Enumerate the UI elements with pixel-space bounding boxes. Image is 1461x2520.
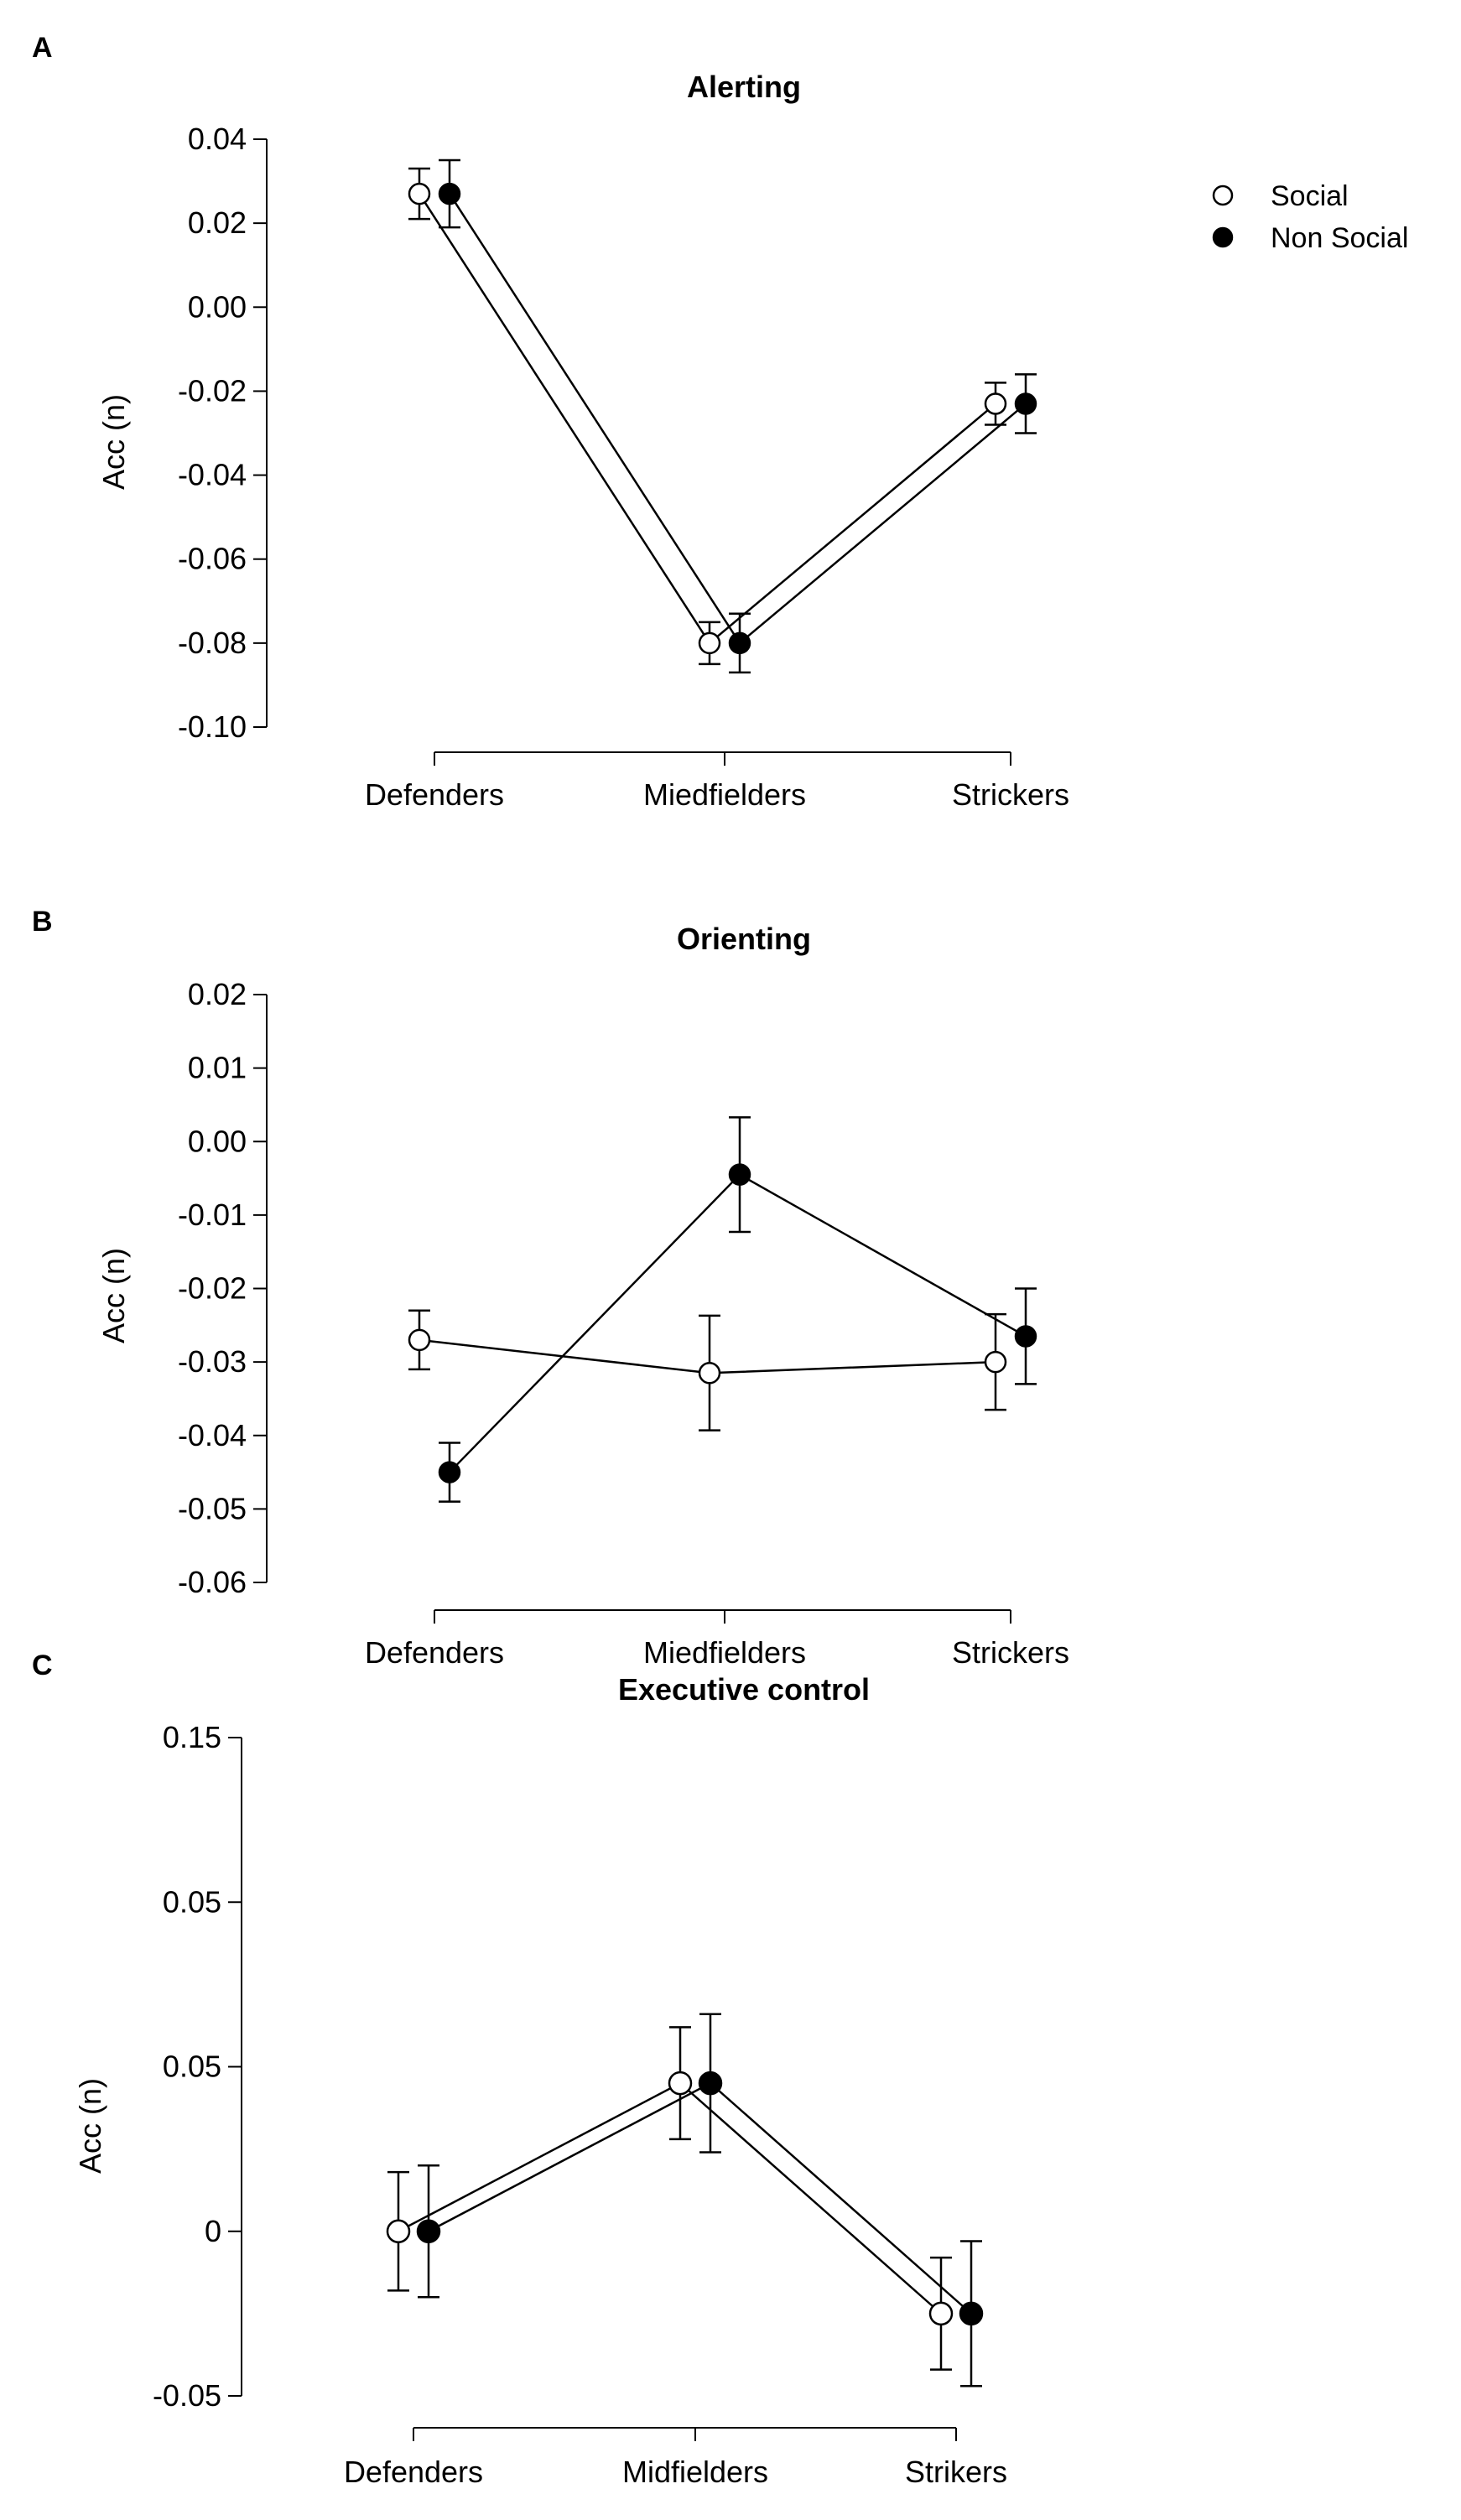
x-tick-label: Strickers — [952, 1635, 1069, 1670]
y-tick-label: 0.04 — [188, 122, 247, 156]
data-point-social — [408, 1328, 431, 1352]
data-point-non-social — [728, 1163, 751, 1186]
y-axis-label: Acc (n) — [96, 394, 131, 490]
data-point-non-social — [416, 2219, 441, 2243]
y-tick-label: 0.15 — [163, 1720, 221, 1754]
y-tick-label: -0.03 — [178, 1344, 247, 1379]
data-point-social — [408, 182, 431, 205]
panel-letter-b: B — [32, 906, 53, 938]
y-tick-label: 0.05 — [163, 1884, 221, 1919]
y-tick-label: -0.05 — [153, 2378, 221, 2413]
data-point-social — [668, 2071, 693, 2096]
y-axis-label: Acc (n) — [73, 2078, 107, 2174]
data-point-non-social — [959, 2301, 984, 2326]
panel-b: B Orienting Acc (n) 0.02 0.01 0.00 -0.01 -0.… — [32, 906, 1069, 1670]
legend: Social Non Social — [1212, 180, 1408, 254]
x-tick-label: Defenders — [365, 1635, 504, 1670]
x-tick-label: Midfielders — [622, 2455, 768, 2489]
y-tick-label: -0.08 — [178, 626, 247, 660]
x-tick-label: Defenders — [365, 777, 504, 812]
panel-a: A Alerting Acc (n) 0.04 0.02 0.00 -0.02 -0.0… — [32, 32, 1069, 812]
series-line-non-social — [449, 1173, 1027, 1473]
series-line-non-social — [448, 193, 1027, 645]
data-point-social — [984, 392, 1007, 415]
data-point-non-social — [438, 1461, 461, 1483]
panel-letter-a: A — [32, 32, 53, 64]
series-line-social — [398, 2081, 942, 2315]
data-point-non-social — [438, 182, 461, 205]
chart-title-orienting: Orienting — [677, 922, 811, 956]
y-tick-label: 0 — [205, 2214, 221, 2248]
series-line-non-social — [428, 2081, 972, 2315]
data-point-social — [386, 2219, 411, 2243]
y-tick-label: -0.02 — [178, 373, 247, 408]
panel-letter-c: C — [32, 1650, 53, 1681]
y-tick-label: -0.02 — [178, 1271, 247, 1306]
legend-label-social: Social — [1271, 180, 1349, 212]
x-tick-label: Miedfielders — [643, 1635, 806, 1670]
data-point-non-social — [698, 2071, 723, 2096]
y-tick-label: -0.04 — [178, 458, 247, 492]
y-tick-label: 0.01 — [188, 1051, 247, 1085]
data-point-social — [928, 2301, 954, 2326]
x-tick-label: Strickers — [952, 777, 1069, 812]
y-tick-label: -0.04 — [178, 1418, 247, 1452]
data-point-non-social — [1014, 1325, 1037, 1348]
y-tick-label: 0.05 — [163, 2050, 221, 2084]
legend-marker-non-social — [1212, 226, 1234, 248]
y-tick-label: 0.00 — [188, 289, 247, 324]
y-tick-label: -0.06 — [178, 1565, 247, 1599]
data-point-social — [698, 631, 721, 655]
y-tick-label: -0.05 — [178, 1491, 247, 1525]
y-tick-label: 0.02 — [188, 205, 247, 240]
y-tick-label: -0.06 — [178, 542, 247, 576]
data-point-non-social — [728, 631, 751, 655]
data-point-social — [698, 1362, 721, 1385]
y-tick-label: -0.01 — [178, 1198, 247, 1232]
x-tick-label: Defenders — [344, 2455, 483, 2489]
legend-label-non-social: Non Social — [1271, 222, 1408, 254]
series-line-social — [418, 193, 996, 645]
data-point-social — [984, 1350, 1007, 1374]
y-tick-label: 0.00 — [188, 1124, 247, 1158]
legend-marker-social — [1212, 184, 1234, 206]
y-axis-label: Acc (n) — [96, 1248, 131, 1343]
y-tick-label: -0.10 — [178, 709, 247, 744]
x-tick-label: Strikers — [905, 2455, 1007, 2489]
data-point-non-social — [1014, 392, 1037, 415]
chart-title-executive-control: Executive control — [618, 1672, 870, 1707]
x-tick-label: Miedfielders — [643, 777, 806, 812]
panel-c: C Executive control Acc (n) 0.15 0.05 0.05… — [32, 1650, 1007, 2489]
chart-title-alerting: Alerting — [687, 70, 801, 104]
y-tick-label: 0.02 — [188, 977, 247, 1011]
